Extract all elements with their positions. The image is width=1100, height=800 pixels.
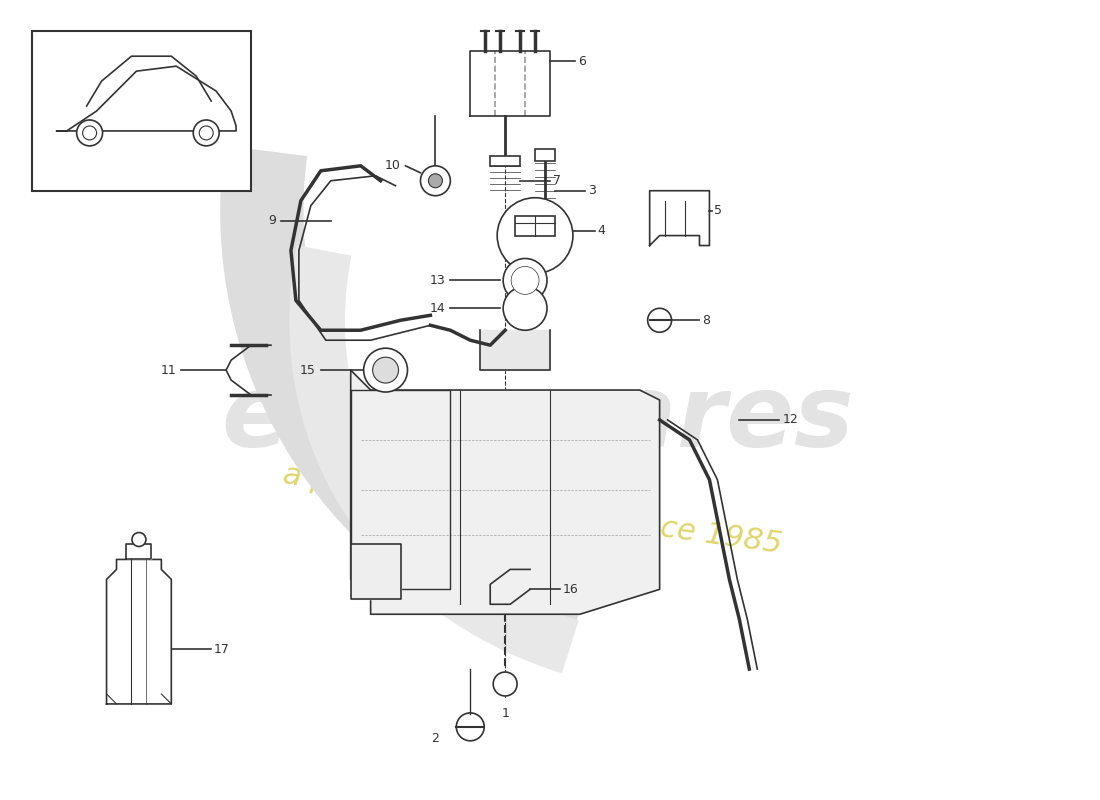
Text: 17: 17	[214, 642, 230, 656]
Circle shape	[199, 126, 213, 140]
Polygon shape	[107, 559, 172, 704]
Text: 1: 1	[502, 707, 509, 721]
Polygon shape	[126, 545, 152, 559]
Text: 16: 16	[563, 583, 579, 596]
Text: 15: 15	[300, 364, 316, 377]
Text: 4: 4	[597, 224, 606, 237]
Circle shape	[82, 126, 97, 140]
Text: 2: 2	[431, 732, 439, 746]
Circle shape	[503, 258, 547, 302]
Circle shape	[194, 120, 219, 146]
Text: 8: 8	[703, 314, 711, 326]
Circle shape	[456, 713, 484, 741]
Text: 5: 5	[714, 204, 723, 217]
Text: 13: 13	[430, 274, 446, 287]
Circle shape	[420, 166, 450, 196]
Text: 9: 9	[268, 214, 276, 227]
Text: eurospares: eurospares	[221, 371, 854, 469]
Polygon shape	[491, 156, 520, 166]
Circle shape	[364, 348, 407, 392]
Bar	[515, 216, 556, 235]
Text: 6: 6	[578, 54, 586, 68]
Circle shape	[132, 533, 146, 546]
Circle shape	[512, 266, 539, 294]
Polygon shape	[351, 545, 400, 599]
Polygon shape	[351, 370, 660, 614]
Bar	[535, 149, 556, 161]
Circle shape	[373, 357, 398, 383]
Text: a passion for porsche since 1985: a passion for porsche since 1985	[280, 460, 784, 559]
Text: 10: 10	[385, 159, 400, 172]
Text: 3: 3	[587, 184, 596, 198]
Circle shape	[493, 672, 517, 696]
Text: 12: 12	[782, 414, 797, 426]
Text: 14: 14	[430, 302, 446, 315]
Text: 7: 7	[553, 174, 561, 187]
Polygon shape	[481, 330, 550, 370]
Circle shape	[648, 308, 672, 332]
Circle shape	[497, 198, 573, 274]
Text: 11: 11	[161, 364, 176, 377]
Circle shape	[77, 120, 102, 146]
Bar	[32, 31, 251, 190]
Circle shape	[428, 174, 442, 188]
Circle shape	[503, 286, 547, 330]
